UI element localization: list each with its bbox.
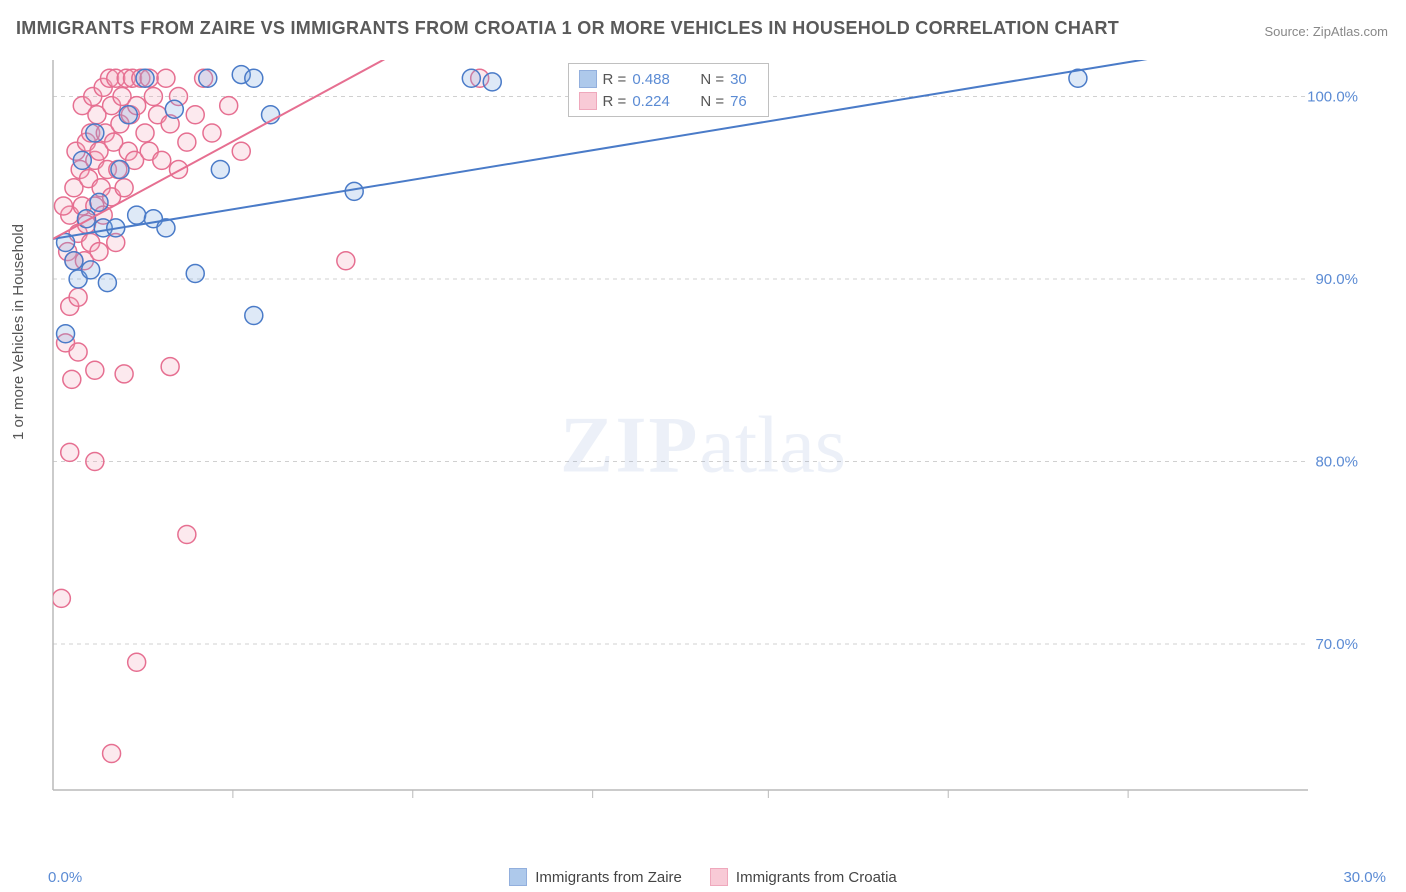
data-point — [165, 100, 183, 118]
data-point — [65, 252, 83, 270]
data-point — [245, 69, 263, 87]
r-value: 0.488 — [632, 71, 684, 88]
data-point — [170, 161, 188, 179]
data-point — [186, 265, 204, 283]
legend-correlation-box: R = 0.488 N = 30 R = 0.224 N = 76 — [568, 63, 770, 117]
legend-row: R = 0.224 N = 76 — [579, 90, 759, 112]
data-point — [337, 252, 355, 270]
y-axis-label: 1 or more Vehicles in Household — [10, 224, 27, 440]
legend-label: Immigrants from Zaire — [535, 869, 682, 886]
data-point — [90, 193, 108, 211]
data-point — [199, 69, 217, 87]
data-point — [128, 206, 146, 224]
data-point — [90, 243, 108, 261]
data-point — [115, 179, 133, 197]
data-point — [54, 197, 72, 215]
data-point — [232, 142, 250, 160]
data-point — [153, 151, 171, 169]
data-point — [211, 161, 229, 179]
data-point — [61, 443, 79, 461]
data-point — [98, 274, 116, 292]
data-point — [63, 370, 81, 388]
data-point — [73, 151, 91, 169]
data-point — [462, 69, 480, 87]
y-tick-label: 90.0% — [1315, 271, 1358, 288]
data-point — [157, 69, 175, 87]
legend-row: R = 0.488 N = 30 — [579, 68, 759, 90]
data-point — [86, 453, 104, 471]
legend-bottom: Immigrants from Zaire Immigrants from Cr… — [0, 868, 1406, 886]
n-label: N = — [700, 93, 724, 110]
y-tick-label: 100.0% — [1307, 89, 1358, 106]
swatch-icon — [710, 868, 728, 886]
data-point — [111, 161, 129, 179]
data-point — [186, 106, 204, 124]
swatch-icon — [579, 70, 597, 88]
data-point — [52, 589, 70, 607]
data-point — [245, 307, 263, 325]
n-value: 30 — [730, 71, 758, 88]
data-point — [103, 745, 121, 763]
data-point — [86, 361, 104, 379]
n-value: 76 — [730, 93, 758, 110]
data-point — [178, 133, 196, 151]
data-point — [144, 88, 162, 106]
data-point — [136, 69, 154, 87]
source-label: Source: ZipAtlas.com — [1264, 24, 1388, 39]
data-point — [69, 288, 87, 306]
data-point — [115, 365, 133, 383]
data-point — [82, 261, 100, 279]
data-point — [136, 124, 154, 142]
legend-item-croatia: Immigrants from Croatia — [710, 868, 897, 886]
y-tick-label: 80.0% — [1315, 454, 1358, 471]
scatter-plot: 70.0% 80.0% 90.0% 100.0% — [48, 50, 1368, 830]
swatch-icon — [579, 92, 597, 110]
r-label: R = — [603, 93, 627, 110]
r-label: R = — [603, 71, 627, 88]
data-point — [203, 124, 221, 142]
data-point — [86, 124, 104, 142]
data-point — [220, 97, 238, 115]
data-point — [69, 343, 87, 361]
swatch-icon — [509, 868, 527, 886]
data-point — [483, 73, 501, 91]
legend-item-zaire: Immigrants from Zaire — [509, 868, 682, 886]
data-point — [178, 526, 196, 544]
r-value: 0.224 — [632, 93, 684, 110]
legend-label: Immigrants from Croatia — [736, 869, 897, 886]
data-point — [119, 106, 137, 124]
y-tick-label: 70.0% — [1315, 636, 1358, 653]
chart-title: IMMIGRANTS FROM ZAIRE VS IMMIGRANTS FROM… — [16, 18, 1119, 39]
n-label: N = — [700, 71, 724, 88]
data-point — [128, 653, 146, 671]
data-point — [57, 325, 75, 343]
data-point — [161, 358, 179, 376]
